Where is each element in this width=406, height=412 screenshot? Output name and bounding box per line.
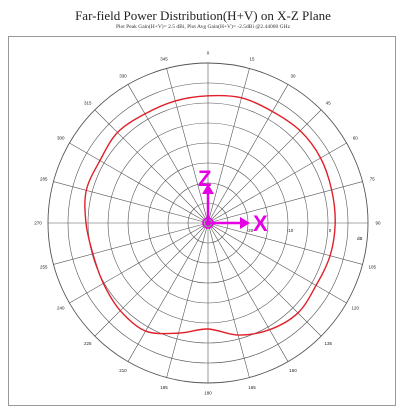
chart-title: Far-field Power Distribution(H+V) on X-Z…: [75, 8, 331, 23]
grid-spoke: [207, 68, 250, 224]
angle-tick-label: 210: [119, 368, 127, 373]
grid-spokes: [48, 63, 368, 383]
grid-spoke: [207, 222, 347, 304]
angle-tick-label: 330: [119, 73, 127, 78]
x-axis-label: X: [253, 211, 268, 236]
angle-tick-label: 300: [57, 136, 65, 141]
grid-spoke: [207, 84, 289, 224]
x-axis-arrowhead: [240, 217, 250, 229]
grid-spoke: [207, 181, 363, 224]
grid-spoke: [207, 222, 250, 378]
grid-spoke: [207, 222, 322, 337]
grid-spoke: [94, 109, 209, 224]
angle-tick-label: 165: [248, 385, 256, 390]
z-axis-arrowhead: [202, 184, 214, 194]
grid-spoke: [207, 142, 347, 224]
angle-tick-label: 30: [290, 73, 296, 78]
grid-spoke: [166, 68, 209, 224]
grid-spoke: [53, 222, 209, 265]
radial-tick-label: -20: [247, 228, 254, 233]
axis-marker: X Z: [198, 166, 268, 236]
grid-spoke: [127, 84, 209, 224]
radial-tick-label: -10: [287, 228, 294, 233]
angle-tick-label: 105: [368, 265, 376, 270]
angle-tick-label: 45: [326, 100, 332, 105]
angle-tick-label: 120: [351, 306, 359, 311]
pattern-series-line: [84, 94, 336, 336]
angle-tick-label: 255: [40, 265, 48, 270]
grid-spoke: [53, 181, 209, 224]
angle-tick-label: 345: [160, 56, 168, 61]
grid-spoke: [207, 109, 322, 224]
angle-tick-label: 0: [207, 51, 210, 56]
plot-frame: [8, 36, 396, 406]
grid-spoke: [127, 222, 209, 362]
radial-labels: -20 -10 0: [247, 228, 332, 233]
angle-tick-label: 150: [289, 368, 297, 373]
radial-tick-label: 0: [329, 228, 332, 233]
angle-tick-label: 225: [84, 341, 92, 346]
grid-spoke: [166, 222, 209, 378]
grid-spoke: [207, 222, 289, 362]
z-axis-label: Z: [198, 166, 211, 191]
angle-tick-label: 270: [34, 221, 42, 226]
grid-spoke: [69, 222, 209, 304]
angle-tick-label: 90: [375, 221, 381, 226]
radial-unit-label: dB: [357, 236, 363, 241]
angle-labels: 0 15 30 45 60 75 90 105 120 135 150 165 180 195 210 225…: [34, 51, 381, 396]
angle-tick-label: 315: [84, 100, 92, 105]
grid-spoke: [207, 222, 363, 265]
origin-circle: [202, 217, 214, 229]
chart-subtitle: Plot Peak Gain(H+V)= 2.5 dBi, Plot Avg G…: [115, 24, 291, 30]
angle-tick-label: 285: [40, 177, 48, 182]
angle-tick-label: 135: [324, 341, 332, 346]
angle-tick-label: 240: [57, 306, 65, 311]
grid-spoke: [69, 142, 209, 224]
angle-tick-label: 180: [204, 391, 212, 396]
origin-dot: [205, 220, 211, 226]
angle-tick-label: 75: [370, 177, 376, 182]
grid-spoke: [94, 222, 209, 337]
angle-tick-label: 15: [249, 56, 255, 61]
angle-tick-label: 60: [353, 136, 359, 141]
angle-tick-label: 195: [160, 385, 168, 390]
